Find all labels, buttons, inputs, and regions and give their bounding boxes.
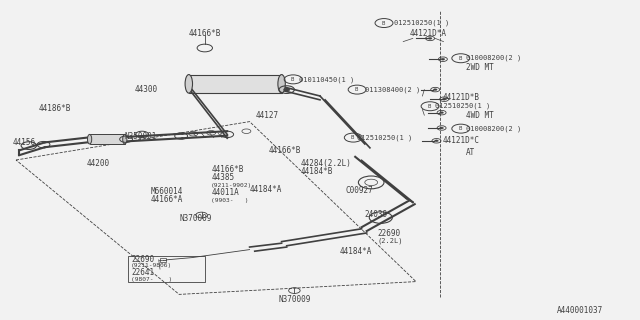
Text: 44166*B: 44166*B — [269, 146, 301, 155]
Text: (9211-9806): (9211-9806) — [131, 263, 172, 268]
Text: B: B — [355, 87, 358, 92]
Text: 44166*B: 44166*B — [189, 29, 221, 38]
Text: 010110450(1 ): 010110450(1 ) — [299, 76, 354, 83]
Text: 44184*A: 44184*A — [250, 185, 282, 194]
Text: 44385: 44385 — [211, 173, 234, 182]
Text: 011308400(2 ): 011308400(2 ) — [365, 86, 420, 93]
Bar — [189, 75, 282, 93]
Text: 012510250(1 ): 012510250(1 ) — [357, 134, 412, 141]
Text: N370009: N370009 — [179, 214, 212, 223]
Circle shape — [435, 140, 438, 142]
Text: (9807-    ): (9807- ) — [131, 276, 172, 282]
Text: B: B — [381, 20, 385, 26]
Text: 44284(2.2L): 44284(2.2L) — [301, 159, 351, 168]
Text: N350001: N350001 — [125, 132, 157, 140]
Text: (2.2L): (2.2L) — [378, 237, 403, 244]
Text: 24039: 24039 — [365, 210, 388, 219]
Text: 44127: 44127 — [256, 111, 279, 120]
Text: 44184*A: 44184*A — [339, 247, 372, 256]
Text: 010008200(2 ): 010008200(2 ) — [466, 125, 521, 132]
Bar — [90, 134, 125, 144]
Text: 44166*B: 44166*B — [211, 165, 244, 174]
Text: 22690: 22690 — [131, 255, 154, 264]
Text: B: B — [458, 56, 461, 61]
Text: B: B — [291, 77, 294, 82]
Text: 44121D*A: 44121D*A — [410, 29, 447, 38]
Text: 44166*A: 44166*A — [150, 195, 183, 204]
Ellipse shape — [278, 75, 285, 93]
Text: 22641: 22641 — [131, 268, 154, 277]
Text: 44121D*B: 44121D*B — [443, 93, 480, 102]
Bar — [160, 258, 166, 262]
Text: 012510250(1 ): 012510250(1 ) — [394, 20, 449, 26]
Text: B: B — [428, 104, 431, 109]
Circle shape — [440, 127, 444, 129]
Text: 44200: 44200 — [86, 159, 109, 168]
Text: 44184*B: 44184*B — [301, 167, 333, 176]
Ellipse shape — [123, 134, 127, 144]
Circle shape — [284, 88, 290, 91]
Text: AT: AT — [466, 148, 475, 156]
Text: (9903-   ): (9903- ) — [211, 197, 249, 203]
Circle shape — [440, 112, 444, 114]
Text: 44011A: 44011A — [211, 188, 239, 197]
Bar — [128, 256, 205, 282]
Text: B: B — [351, 135, 354, 140]
Text: 44121D*C: 44121D*C — [443, 136, 480, 145]
Text: A440001037: A440001037 — [557, 306, 603, 315]
Circle shape — [428, 37, 432, 39]
Text: 4WD MT: 4WD MT — [466, 111, 493, 120]
Text: 44186*B: 44186*B — [38, 104, 71, 113]
Circle shape — [441, 58, 445, 60]
Text: 2WD MT: 2WD MT — [466, 63, 493, 72]
Circle shape — [442, 98, 446, 100]
Text: B: B — [458, 126, 461, 131]
Text: N370009: N370009 — [278, 295, 311, 304]
Text: M660014: M660014 — [150, 188, 183, 196]
Text: 22690: 22690 — [378, 229, 401, 238]
Text: (9211-9902): (9211-9902) — [211, 183, 252, 188]
Circle shape — [433, 89, 437, 91]
Text: 44156: 44156 — [13, 138, 36, 147]
Text: 012510250(1 ): 012510250(1 ) — [435, 103, 490, 109]
Ellipse shape — [185, 75, 193, 93]
Text: 44300: 44300 — [134, 85, 157, 94]
Ellipse shape — [88, 134, 92, 144]
Text: 010008200(2 ): 010008200(2 ) — [466, 55, 521, 61]
Text: C00927: C00927 — [346, 186, 373, 195]
